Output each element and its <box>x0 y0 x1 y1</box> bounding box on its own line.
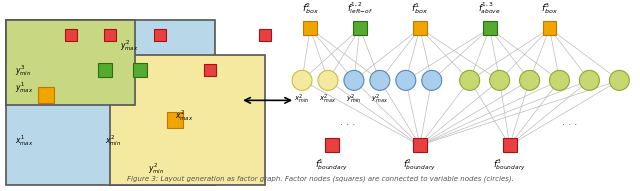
Text: $f^1_{boundary}$: $f^1_{boundary}$ <box>316 157 348 173</box>
Bar <box>65 29 77 41</box>
Bar <box>502 138 516 152</box>
Circle shape <box>520 70 540 90</box>
Circle shape <box>344 70 364 90</box>
Bar <box>6 20 215 185</box>
Text: $y^2_{min}$: $y^2_{min}$ <box>346 92 362 106</box>
Text: $y^2_{max}$: $y^2_{max}$ <box>120 38 139 53</box>
Bar <box>154 29 166 41</box>
Circle shape <box>422 70 442 90</box>
Circle shape <box>460 70 479 90</box>
Circle shape <box>292 70 312 90</box>
Circle shape <box>579 70 600 90</box>
Text: $y^3_{min}$: $y^3_{min}$ <box>15 63 31 78</box>
Text: · · ·: · · · <box>562 120 577 130</box>
Text: · · ·: · · · <box>340 120 356 130</box>
Bar <box>483 21 497 35</box>
Text: $f^1_{box}$: $f^1_{box}$ <box>412 2 428 16</box>
Text: $x^2_{min}$: $x^2_{min}$ <box>294 92 310 106</box>
Bar <box>111 55 265 185</box>
Circle shape <box>396 70 416 90</box>
Text: $f^3_{box}$: $f^3_{box}$ <box>541 2 558 16</box>
Text: $f^{1,3}_{above}$: $f^{1,3}_{above}$ <box>478 1 501 16</box>
Text: $x^2_{max}$: $x^2_{max}$ <box>175 108 194 123</box>
Bar <box>204 64 216 76</box>
Circle shape <box>370 70 390 90</box>
Circle shape <box>609 70 629 90</box>
Bar <box>104 29 116 41</box>
Bar <box>133 63 147 77</box>
Bar <box>543 21 557 35</box>
Bar <box>6 20 136 105</box>
Text: $y^1_{max}$: $y^1_{max}$ <box>15 80 33 95</box>
Bar <box>325 138 339 152</box>
Text: $x^2_{max}$: $x^2_{max}$ <box>319 92 337 106</box>
Text: $f^3_{boundary}$: $f^3_{boundary}$ <box>493 157 526 173</box>
Circle shape <box>550 70 570 90</box>
Text: $f^2_{box}$: $f^2_{box}$ <box>301 2 319 16</box>
Bar <box>99 63 113 77</box>
Bar <box>167 112 183 128</box>
Text: $f^{1,2}_{left\!-\!of}$: $f^{1,2}_{left\!-\!of}$ <box>347 1 373 16</box>
Text: $f^2_{boundary}$: $f^2_{boundary}$ <box>403 157 436 173</box>
Text: $x^2_{min}$: $x^2_{min}$ <box>106 133 122 148</box>
Text: Figure 3: Layout generation as factor graph. Factor nodes (squares) are connecte: Figure 3: Layout generation as factor gr… <box>127 176 513 182</box>
Circle shape <box>490 70 509 90</box>
Text: $x^1_{max}$: $x^1_{max}$ <box>15 133 33 148</box>
Bar <box>413 21 427 35</box>
Bar <box>38 87 54 103</box>
Circle shape <box>318 70 338 90</box>
Text: $y^2_{max}$: $y^2_{max}$ <box>371 92 388 106</box>
Bar <box>353 21 367 35</box>
Bar <box>413 138 427 152</box>
Text: $y^2_{min}$: $y^2_{min}$ <box>148 161 165 176</box>
Bar <box>259 29 271 41</box>
Bar <box>303 21 317 35</box>
